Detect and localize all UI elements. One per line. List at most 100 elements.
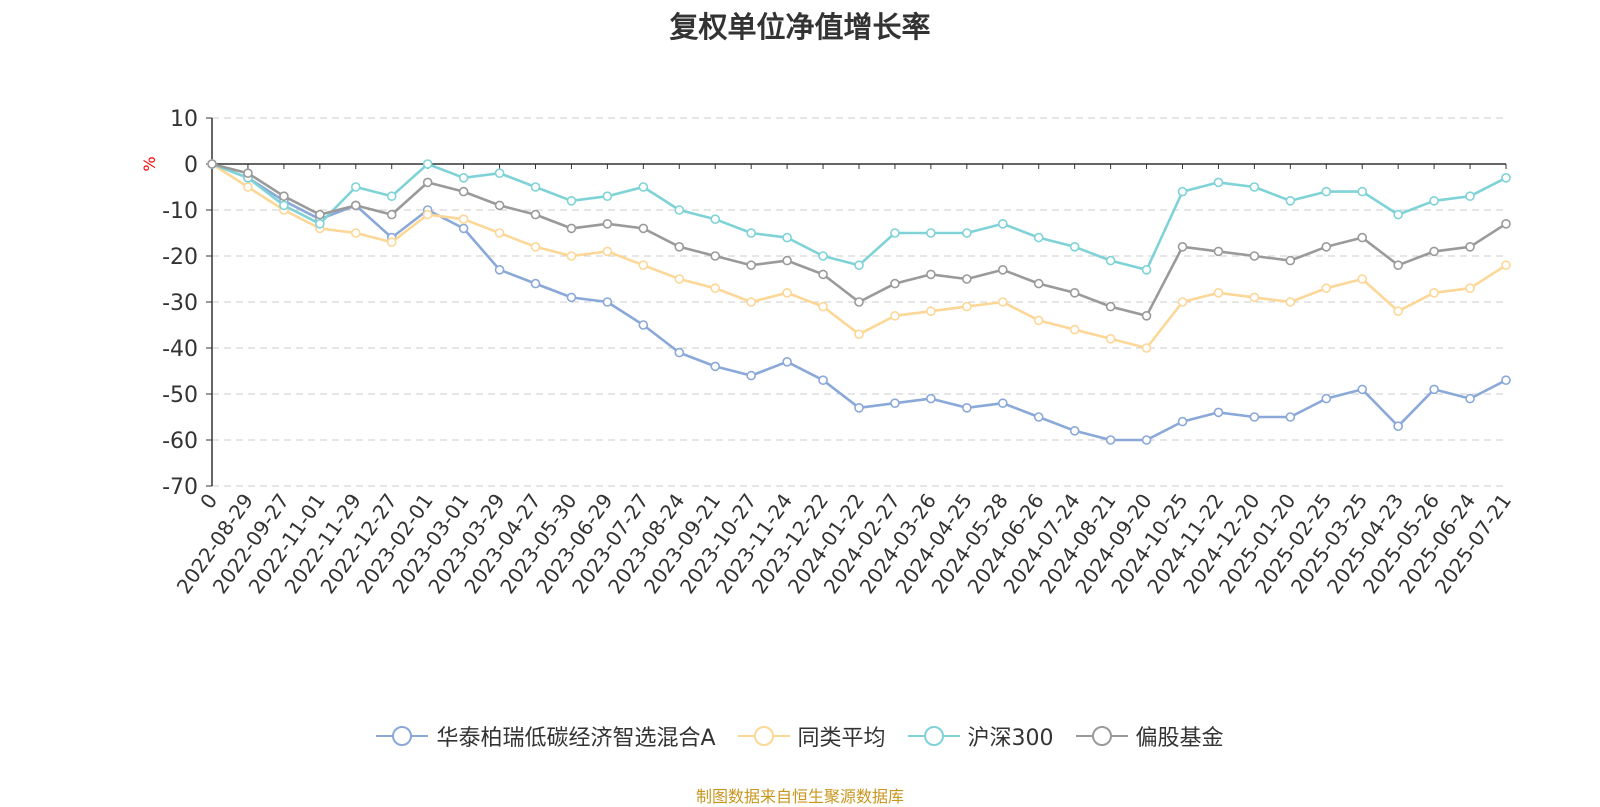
y-tick-label: -40 <box>162 337 198 362</box>
series-2-point <box>458 173 469 183</box>
series-1-point <box>710 283 721 294</box>
series-0-point <box>1429 384 1439 395</box>
y-tick-label: -30 <box>162 291 198 316</box>
series-2-point <box>1105 255 1116 266</box>
y-tick-label: -20 <box>162 245 198 270</box>
legend-item[interactable]: 偏股基金 <box>1075 720 1224 752</box>
legend: 华泰柏瑞低碳经济智选混合A 同类平均 沪深300 偏股基金 <box>0 720 1600 752</box>
y-tick-label: -60 <box>162 429 198 454</box>
series-layer <box>207 159 1511 445</box>
series-3-point <box>746 260 756 271</box>
series-1-point <box>602 246 613 257</box>
series-1-point <box>746 297 756 307</box>
series-2-point <box>1177 186 1188 197</box>
series-0-point <box>674 347 685 358</box>
legend-label: 同类平均 <box>797 726 886 751</box>
series-3-point <box>458 186 469 197</box>
series-1-point <box>854 329 864 340</box>
series-1-point <box>458 214 469 224</box>
series-3-point <box>710 251 721 261</box>
series-1-point <box>243 182 253 192</box>
series-1-point <box>1501 260 1511 271</box>
series-1-point <box>926 306 936 317</box>
series-1-point <box>350 228 361 238</box>
series-3-point <box>854 297 864 307</box>
series-1-point <box>530 242 541 252</box>
series-1-point <box>1069 324 1080 335</box>
series-1-point <box>422 209 433 220</box>
series-3-point <box>350 200 361 211</box>
series-0-point <box>1069 425 1080 436</box>
series-1-point <box>1213 287 1224 298</box>
legend-item[interactable]: 沪深300 <box>907 720 1054 752</box>
series-3-point <box>1033 278 1044 289</box>
series-0-point <box>1357 384 1368 395</box>
series-3-point <box>1393 260 1403 271</box>
series-2-point <box>386 191 397 201</box>
y-tick-label: 10 <box>170 107 198 132</box>
series-0-point <box>890 398 900 409</box>
series-3-point <box>1429 246 1439 257</box>
series-0-point <box>1177 416 1188 427</box>
series-3-point <box>1249 251 1260 261</box>
series-2-point <box>746 228 756 238</box>
series-2-point <box>422 159 433 169</box>
series-2-point <box>1465 191 1475 201</box>
series-1-point <box>1321 283 1332 294</box>
legend-label: 偏股基金 <box>1135 726 1224 751</box>
series-3-point <box>638 223 649 234</box>
series-3-point <box>926 269 936 280</box>
series-0-point <box>1465 393 1475 404</box>
series-1-point <box>566 251 577 261</box>
y-tick-label: -50 <box>162 383 198 408</box>
legend-marker-icon <box>737 726 790 746</box>
series-0-point <box>854 402 864 413</box>
series-1-point <box>1429 287 1439 298</box>
series-0-point <box>1213 407 1224 418</box>
series-3-point <box>566 223 577 234</box>
series-1-point <box>1141 343 1152 353</box>
series-2-point <box>566 196 577 206</box>
series-1-point <box>962 301 972 312</box>
series-0-point <box>782 356 792 367</box>
series-3-point <box>1357 232 1368 243</box>
label-layer: 100-10-20-30-40-50-60-70%02022-08-292022… <box>140 107 1516 598</box>
series-3-point <box>422 177 433 188</box>
series-1-point <box>386 237 397 247</box>
series-2-point <box>782 232 792 243</box>
series-0-point <box>1285 412 1296 422</box>
series-0-point <box>997 398 1008 409</box>
series-2-point <box>997 219 1008 229</box>
series-2-point <box>530 182 541 192</box>
series-1-point <box>1249 292 1260 303</box>
y-axis-unit: % <box>140 156 159 171</box>
series-0-point <box>1141 435 1152 445</box>
series-0-point <box>1501 375 1511 386</box>
series-1-point <box>1357 274 1368 284</box>
series-line-2 <box>210 162 1508 272</box>
series-2-point <box>818 251 828 261</box>
source-note: 制图数据来自恒生聚源数据库 <box>695 787 904 806</box>
series-0-point <box>1105 435 1116 445</box>
series-0-point <box>530 278 541 289</box>
series-3-point <box>243 168 253 178</box>
series-1-point <box>1393 306 1403 317</box>
series-2-point <box>890 228 900 238</box>
series-0-point <box>746 370 756 381</box>
legend-item[interactable]: 华泰柏瑞低碳经济智选混合A <box>376 720 716 752</box>
series-3-point <box>1213 246 1224 257</box>
series-1-point <box>997 297 1008 307</box>
series-1-point <box>638 260 649 271</box>
series-0-point <box>1033 412 1044 422</box>
legend-item[interactable]: 同类平均 <box>737 720 886 752</box>
series-3-point <box>818 269 828 280</box>
series-3-point <box>1465 242 1475 252</box>
series-3-point <box>1177 242 1188 252</box>
series-3-point <box>494 200 505 211</box>
series-2-point <box>279 200 289 211</box>
series-0-point <box>566 292 577 303</box>
series-2-point <box>1429 196 1439 206</box>
series-3-point <box>386 209 397 220</box>
series-2-point <box>350 182 361 192</box>
